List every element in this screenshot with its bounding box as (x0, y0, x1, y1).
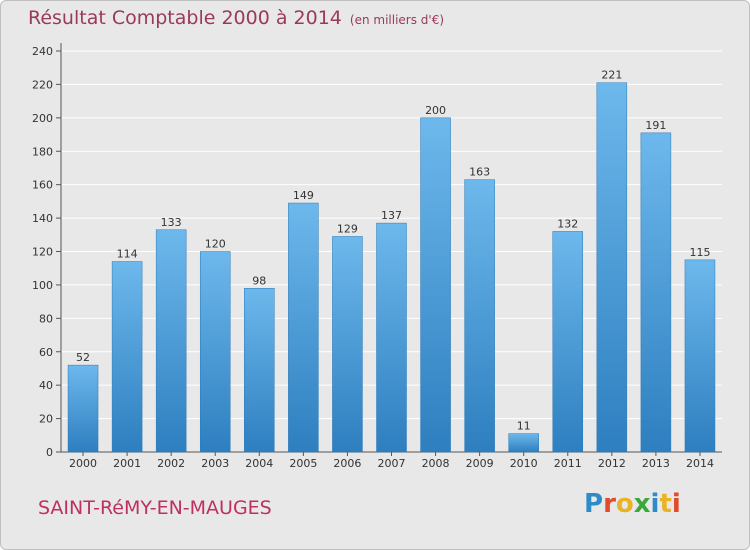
bar-2003 (199, 251, 231, 453)
y-tick-label: 100 (32, 279, 53, 292)
value-label: 98 (252, 274, 266, 287)
labels: 0 20 40 60 80 100 120 140 160 180 200 220 240 52 2000 1… (32, 45, 714, 470)
y-tick-label: 120 (32, 246, 53, 259)
y-tick-label: 160 (32, 179, 53, 192)
bar-2006 (332, 236, 363, 453)
x-tick-label: 2009 (466, 457, 494, 470)
bar-2002 (155, 229, 187, 453)
x-tick-label: 2003 (201, 457, 229, 470)
bar-2007 (376, 222, 407, 453)
bar-2001 (111, 261, 143, 453)
logo-letter: x (633, 489, 651, 519)
logo-letter: i (650, 489, 660, 519)
value-label: 120 (205, 238, 226, 251)
bar-2008 (420, 117, 451, 453)
value-label: 163 (469, 166, 490, 179)
chart-title: Résultat Comptable 2000 à 2014 (en millie… (28, 7, 444, 29)
x-tick-label: 2004 (245, 457, 273, 470)
x-tick-label: 2013 (642, 457, 670, 470)
title-text: Résultat Comptable 2000 à 2014 (28, 7, 342, 29)
bar-2012 (596, 82, 628, 453)
logo-letter: i (671, 489, 681, 519)
bar-2014 (684, 259, 716, 453)
value-label: 200 (425, 104, 446, 117)
value-label: 191 (645, 119, 666, 132)
value-label: 129 (337, 222, 358, 235)
value-label: 11 (517, 420, 531, 433)
bar-2013 (640, 132, 672, 453)
bar-2005 (288, 202, 319, 453)
value-label: 114 (117, 248, 138, 261)
y-tick-label: 240 (32, 45, 53, 58)
y-tick-label: 80 (39, 312, 53, 325)
logo-letter: o (615, 489, 634, 519)
bar-2011 (552, 231, 584, 453)
value-label: 221 (601, 69, 622, 82)
y-tick-label: 180 (32, 145, 53, 158)
bar-2000 (67, 364, 99, 453)
y-tick-label: 200 (32, 112, 53, 125)
x-tick-label: 2007 (378, 457, 406, 470)
x-tick-label: 2006 (333, 457, 361, 470)
x-tick-label: 2001 (113, 457, 141, 470)
x-tick-label: 2011 (554, 457, 582, 470)
proxiti-logo: Proxiti (584, 489, 681, 519)
y-tick-label: 20 (39, 413, 53, 426)
value-label: 115 (689, 246, 710, 259)
value-label: 149 (293, 189, 314, 202)
bar-2010 (508, 433, 539, 453)
y-tick-label: 220 (32, 78, 53, 91)
y-tick-label: 60 (39, 346, 53, 359)
logo-letter: t (659, 489, 672, 519)
y-tick-label: 140 (32, 212, 53, 225)
value-label: 132 (557, 217, 578, 230)
x-tick-label: 2008 (422, 457, 450, 470)
logo-letter: r (603, 489, 616, 519)
value-label: 137 (381, 209, 402, 222)
title-unit: (en milliers d'€) (349, 13, 445, 27)
y-tick-label: 40 (39, 379, 53, 392)
x-tick-label: 2005 (289, 457, 317, 470)
bar-2004 (244, 288, 275, 453)
value-label: 52 (76, 351, 90, 364)
bars (67, 82, 716, 453)
x-tick-label: 2012 (598, 457, 626, 470)
commune-name: SAINT-RéMY-EN-MAUGES (38, 497, 272, 519)
x-tick-label: 2002 (157, 457, 185, 470)
x-tick-label: 2000 (69, 457, 97, 470)
value-label: 133 (161, 216, 182, 229)
bar-2009 (464, 179, 495, 453)
logo-letter: P (584, 489, 604, 519)
x-tick-label: 2014 (686, 457, 714, 470)
x-tick-label: 2010 (510, 457, 538, 470)
y-tick-label: 0 (46, 446, 53, 459)
